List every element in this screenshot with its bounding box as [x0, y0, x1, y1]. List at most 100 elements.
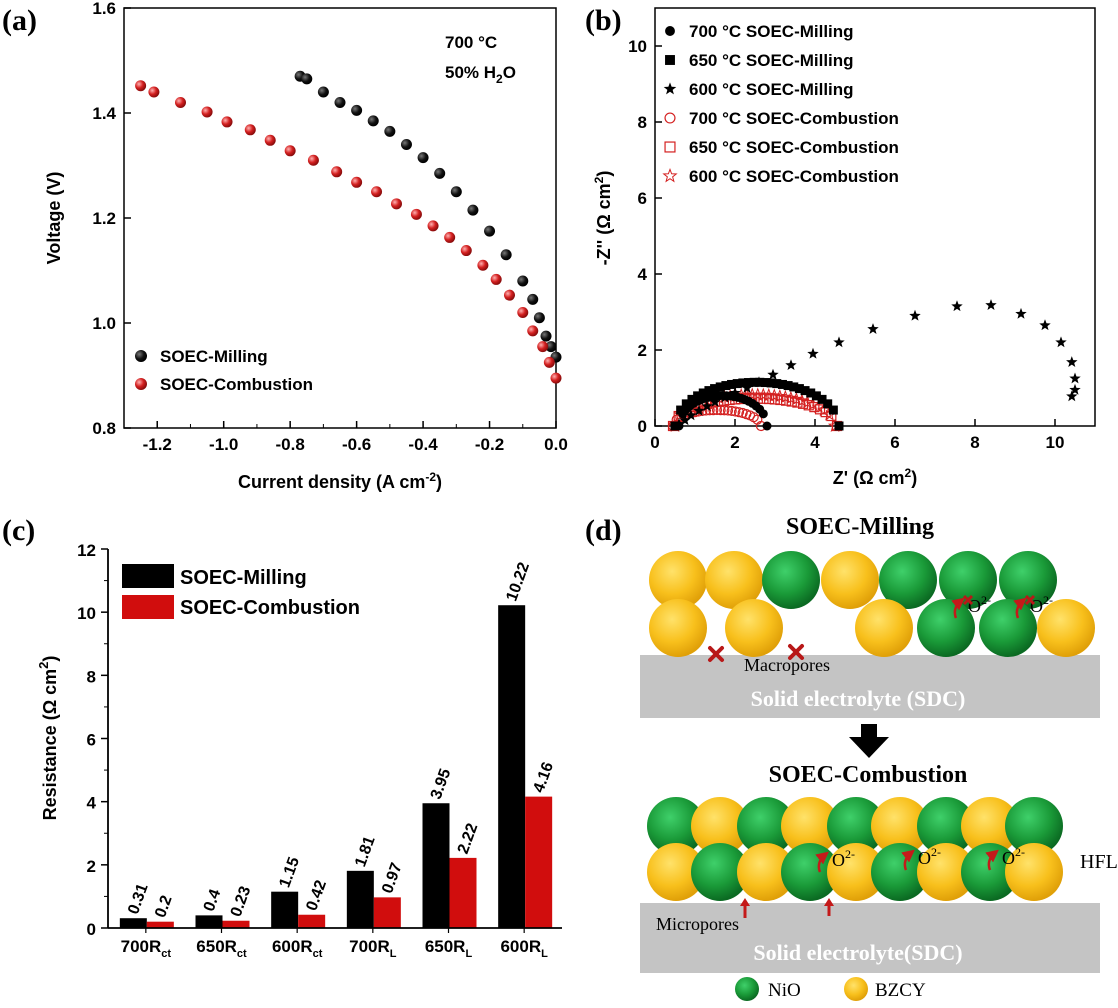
nyquist-point-circle-open	[726, 405, 737, 417]
bzcy-particle	[821, 551, 879, 609]
nyquist-point-star-filled	[753, 376, 765, 388]
bzcy-particle	[871, 797, 929, 855]
chart-b-frame	[654, 7, 1096, 427]
nyquist-point-square-open	[775, 394, 786, 406]
nyquist-point-square-filled	[738, 378, 748, 388]
combustion-point	[444, 231, 456, 243]
nyquist-point-star-filled	[729, 386, 741, 398]
chart-a-ylabel: Voltage (V)	[44, 172, 64, 265]
nyquist-point-circle-open	[730, 406, 741, 417]
nyquist-point-circle-filled	[758, 409, 768, 419]
combustion-point	[331, 166, 343, 178]
chart-c-ylabel: Resistance (Ω cm2)	[36, 656, 60, 821]
bar-label-combustion: 0.23	[228, 884, 255, 919]
chart-a-xtick-label: 0.0	[544, 435, 568, 454]
nio-particle	[737, 797, 795, 855]
chart-b-legend-item: 650 °C SOEC-Combustion	[689, 138, 899, 157]
legend-nio: NiO	[768, 980, 801, 1001]
combustion-point	[371, 186, 383, 198]
chart-b-ytick-label: 0	[638, 417, 647, 436]
micropore-arrow-1	[740, 898, 750, 918]
chart-a-ytick-label: 1.0	[92, 314, 116, 333]
bar-combustion	[449, 857, 477, 928]
ion-label: O2-	[1030, 593, 1053, 616]
chart-a-xtick-label: -1.0	[209, 435, 238, 454]
nio-particle	[647, 797, 705, 855]
chart-b-ytick-label: 10	[628, 37, 647, 56]
chart-b-xtick-label: 8	[970, 433, 979, 452]
nyquist-point-square-filled	[794, 384, 804, 394]
ion-arrow	[985, 849, 999, 871]
bar-milling	[498, 605, 526, 928]
nio-particle	[879, 551, 937, 609]
ion-label: O2-	[1002, 845, 1025, 868]
combustion-point	[477, 259, 489, 271]
combustion-point	[244, 124, 256, 136]
bar-label-milling: 1.15	[276, 855, 303, 890]
chart-a-ytick-label: 1.4	[92, 104, 116, 123]
ion-arrow	[815, 851, 829, 873]
bzcy-particle	[1037, 599, 1095, 657]
chart-c-ytick-label: 2	[87, 857, 96, 876]
bzcy-particle	[827, 843, 885, 901]
chart-b-points	[667, 299, 1081, 433]
nyquist-point-square-filled	[710, 384, 720, 394]
chart-a-ticks: -1.2 -1.0 -0.8 -0.6 -0.4 -0.2 0.0 0.8 1.0 1.2 1.4 1…	[92, 0, 567, 454]
ion-label: O2-	[968, 593, 991, 616]
nyquist-point-square-filled	[693, 391, 703, 401]
chart-c-bars: 0.31 0.2 0.4 0.23 1.150.42 1.810.97 3.952.22 10…	[119, 560, 557, 928]
chart-c-ytick-label: 8	[87, 667, 96, 686]
chart-b-legend-marker	[663, 82, 677, 95]
chart-c: 0 2 4 6 8 10 12 700Rct 650Rct 600Rct 700RL 650RL 600…	[36, 541, 562, 960]
chart-b-legend-marker	[664, 141, 676, 153]
chart-c-category-label: 600RL	[500, 937, 548, 960]
combustion-point	[148, 86, 160, 98]
chart-c-legend-milling: SOEC-Milling	[180, 567, 307, 589]
chart-a-legend-combustion: SOEC-Combustion	[160, 375, 313, 394]
ion-label: O2-	[832, 847, 855, 870]
nyquist-point-square-open	[814, 404, 826, 415]
nyquist-point-square-open	[803, 400, 814, 411]
chart-a-xtick-label: -0.2	[475, 435, 504, 454]
milling-point	[317, 86, 329, 98]
cross-mark-2	[788, 644, 804, 660]
nyquist-point-square-filled	[760, 378, 770, 388]
nyquist-point-square-filled	[698, 388, 708, 398]
chart-a-legend-marker-combustion	[135, 378, 147, 390]
nyquist-point-square-filled	[727, 379, 737, 389]
legend-nio-swatch	[735, 977, 759, 1001]
chart-c-ytick-label: 6	[87, 731, 96, 750]
combustion-point	[410, 208, 422, 220]
nio-particle	[827, 797, 885, 855]
bar-combustion	[525, 796, 553, 928]
combustion-point	[390, 198, 402, 210]
ion-arrow	[951, 597, 965, 619]
electrolyte-top	[640, 655, 1100, 718]
nyquist-point-square-open	[809, 402, 820, 413]
milling-point	[400, 139, 412, 150]
nyquist-point-square-filled	[772, 379, 782, 389]
diagram-d: SOEC-Milling Solid electrolyte (SDC) O2-…	[640, 514, 1118, 1001]
combustion-point	[264, 134, 276, 146]
bzcy-particle	[961, 797, 1019, 855]
chart-c-ytick-label: 12	[77, 541, 96, 560]
chart-b-ylabel-sup: 2	[592, 176, 606, 183]
bzcy-particle	[917, 843, 975, 901]
nyquist-point-square-open	[797, 398, 809, 409]
milling-point	[417, 152, 429, 164]
particles-milling: O2- O2-	[649, 551, 1095, 657]
bar-combustion	[146, 921, 174, 928]
bar-combustion	[373, 897, 401, 928]
chart-a-ytick-label: 1.6	[92, 0, 116, 18]
micropore-arrow-2	[824, 898, 834, 916]
chart-b-legend-item: 600 °C SOEC-Combustion	[689, 167, 899, 186]
combustion-point	[427, 220, 439, 232]
bar-label-combustion: 0.42	[303, 878, 330, 913]
bar-milling	[346, 870, 374, 928]
diagram-title-combustion: SOEC-Combustion	[769, 762, 968, 788]
chart-a-xtick-label: -0.8	[276, 435, 305, 454]
bar-milling	[422, 803, 450, 928]
chart-c-ytick-label: 4	[87, 794, 97, 813]
chart-a-xlabel-sup: -2	[425, 470, 436, 484]
